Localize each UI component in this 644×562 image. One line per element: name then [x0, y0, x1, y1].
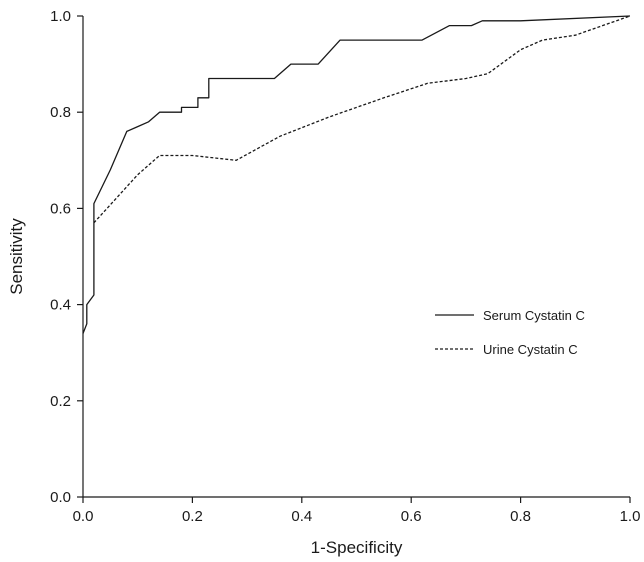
x-tick-label: 0.4 — [291, 508, 312, 525]
y-tick-label: 0.4 — [50, 297, 71, 314]
y-tick-label: 0.8 — [50, 104, 71, 121]
serum-cystatin-c-line — [82, 15, 631, 334]
legend-label: Urine Cystatin C — [483, 342, 578, 357]
y-tick-label: 0.2 — [50, 393, 71, 410]
y-axis-title: Sensitivity — [7, 218, 26, 295]
legend: Serum Cystatin C Urine Cystatin C — [435, 308, 585, 357]
x-ticks: 0.0 0.2 0.4 0.6 0.8 1.0 — [73, 497, 641, 525]
axes — [82, 16, 630, 498]
y-tick-label: 1.0 — [50, 8, 71, 25]
x-tick-label: 0.2 — [182, 508, 203, 525]
series-layer — [82, 15, 631, 334]
y-tick-label: 0.0 — [50, 489, 71, 506]
y-ticks: 0.0 0.2 0.4 0.6 0.8 1.0 — [50, 8, 83, 506]
x-tick-label: 0.0 — [73, 508, 94, 525]
x-tick-label: 0.6 — [401, 508, 422, 525]
urine-cystatin-c-line — [93, 15, 631, 224]
x-tick-label: 0.8 — [510, 508, 531, 525]
y-tick-label: 0.6 — [50, 200, 71, 217]
legend-label: Serum Cystatin C — [483, 308, 585, 323]
x-axis-title: 1-Specificity — [311, 538, 403, 557]
x-tick-label: 1.0 — [620, 508, 641, 525]
